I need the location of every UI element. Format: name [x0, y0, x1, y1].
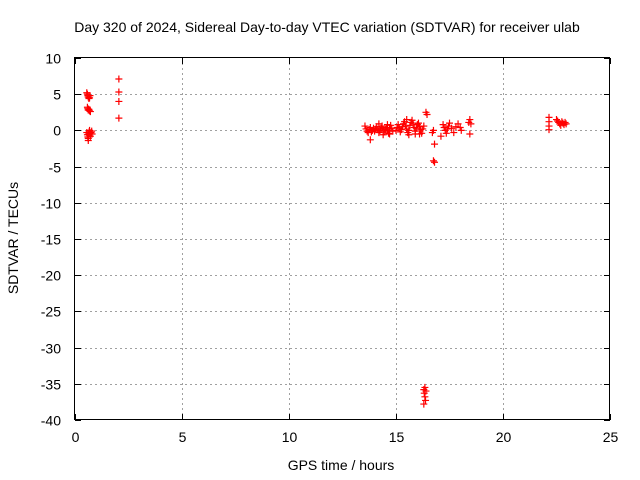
data-point	[431, 158, 439, 166]
data-points	[83, 75, 570, 408]
data-point	[431, 140, 439, 148]
data-point	[84, 93, 92, 101]
data-point	[386, 130, 394, 138]
data-point	[437, 132, 445, 140]
data-point	[423, 110, 431, 118]
data-point	[405, 131, 413, 139]
y-tick-label: -20	[41, 268, 61, 284]
data-point	[442, 129, 450, 137]
y-tick-labels: 10 5 0 -5 -10 -15 -20 -25 -30 -35 -40	[41, 51, 61, 429]
y-tick-label: -35	[41, 377, 61, 393]
data-point	[88, 130, 96, 138]
data-point	[403, 116, 411, 124]
data-point	[545, 126, 553, 134]
y-tick-label: -10	[41, 196, 61, 212]
data-point	[115, 114, 123, 122]
data-point	[409, 120, 417, 128]
y-tick-label: -5	[49, 160, 62, 176]
data-point	[466, 130, 474, 138]
data-point	[429, 126, 437, 134]
data-point	[429, 157, 437, 165]
data-point	[467, 120, 475, 128]
x-tick-label: 25	[603, 429, 619, 445]
data-point	[375, 120, 383, 128]
data-point	[367, 128, 375, 136]
data-point	[87, 129, 95, 137]
y-tick-label: -40	[41, 413, 61, 429]
y-tick-label: 5	[53, 87, 61, 103]
data-point	[466, 116, 474, 124]
data-point	[561, 118, 569, 126]
x-tick-label: 10	[282, 429, 298, 445]
data-point	[115, 88, 123, 96]
data-point	[450, 129, 458, 137]
grid	[75, 58, 610, 420]
data-point	[421, 383, 429, 391]
x-tick-label: 20	[496, 429, 512, 445]
x-tick-labels: 0 5 10 15 20 25	[72, 429, 619, 445]
x-axis-label: GPS time / hours	[288, 457, 395, 473]
x-tick-label: 15	[389, 429, 405, 445]
y-tick-label: -30	[41, 341, 61, 357]
y-tick-label: 0	[53, 123, 61, 139]
data-point	[408, 116, 416, 124]
plot-frame	[74, 57, 610, 420]
y-tick-label: 10	[45, 51, 61, 67]
data-point	[379, 131, 387, 139]
data-point	[84, 137, 92, 145]
chart-title: Day 320 of 2024, Sidereal Day-to-day VTE…	[74, 19, 580, 35]
x-tick-label: 5	[179, 429, 187, 445]
data-point	[454, 120, 462, 128]
data-point	[446, 119, 453, 127]
y-tick-label: -15	[41, 232, 61, 248]
data-point	[394, 121, 402, 129]
data-point	[383, 121, 391, 129]
data-point	[420, 122, 428, 130]
data-point	[86, 92, 94, 100]
data-point	[416, 130, 424, 138]
data-point	[562, 120, 570, 128]
data-point	[366, 136, 374, 144]
y-axis-label: SDTVAR / TECUs	[5, 182, 21, 294]
x-tick-label: 0	[72, 429, 80, 445]
data-point	[420, 400, 428, 408]
data-point	[115, 75, 123, 83]
data-point	[422, 387, 430, 395]
y-tick-label: -25	[41, 304, 61, 320]
data-point	[412, 124, 420, 132]
data-point	[448, 124, 456, 132]
data-point	[86, 107, 94, 115]
data-point	[422, 396, 430, 404]
data-point	[385, 129, 393, 137]
data-point	[115, 97, 123, 105]
data-point	[457, 126, 465, 134]
data-point	[421, 393, 429, 401]
data-point	[414, 119, 422, 127]
data-point	[86, 108, 94, 116]
